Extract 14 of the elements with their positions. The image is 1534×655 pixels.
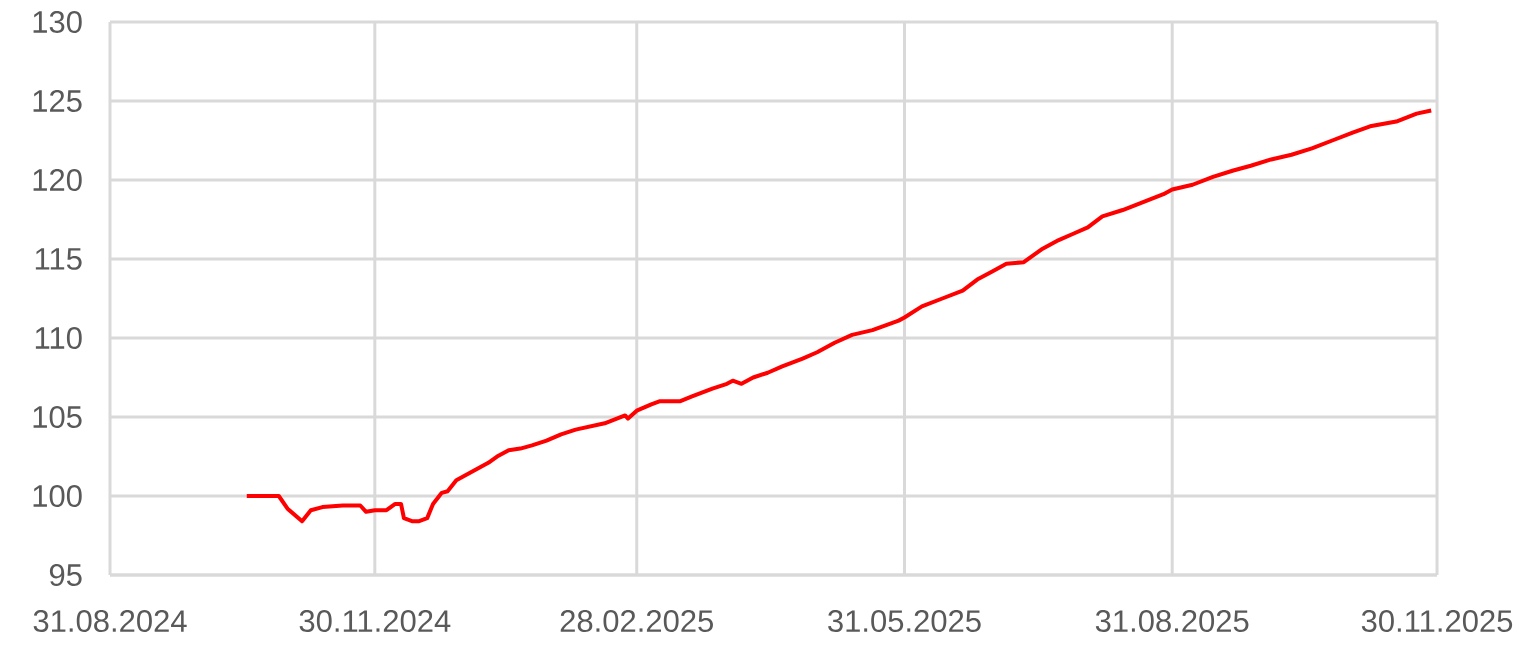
y-tick-label: 115 xyxy=(35,248,82,270)
x-tick-label: 31.08.2025 xyxy=(1095,610,1249,633)
y-tick-label: 125 xyxy=(33,90,82,112)
y-tick-label: 95 xyxy=(49,564,82,586)
y-tick-label: 130 xyxy=(33,11,82,33)
y-tick-label: 100 xyxy=(33,485,82,507)
x-tick-label: 31.05.2025 xyxy=(828,610,981,633)
x-tick-label: 31.08.2024 xyxy=(33,610,187,633)
x-tick-label: 30.11.2025 xyxy=(1361,610,1513,633)
x-tick-label: 28.02.2025 xyxy=(560,610,713,633)
y-tick-label: 110 xyxy=(35,327,82,349)
y-tick-label: 120 xyxy=(33,169,82,191)
y-tick-label: 105 xyxy=(33,406,82,428)
x-tick-label: 30.11.2024 xyxy=(299,610,451,633)
